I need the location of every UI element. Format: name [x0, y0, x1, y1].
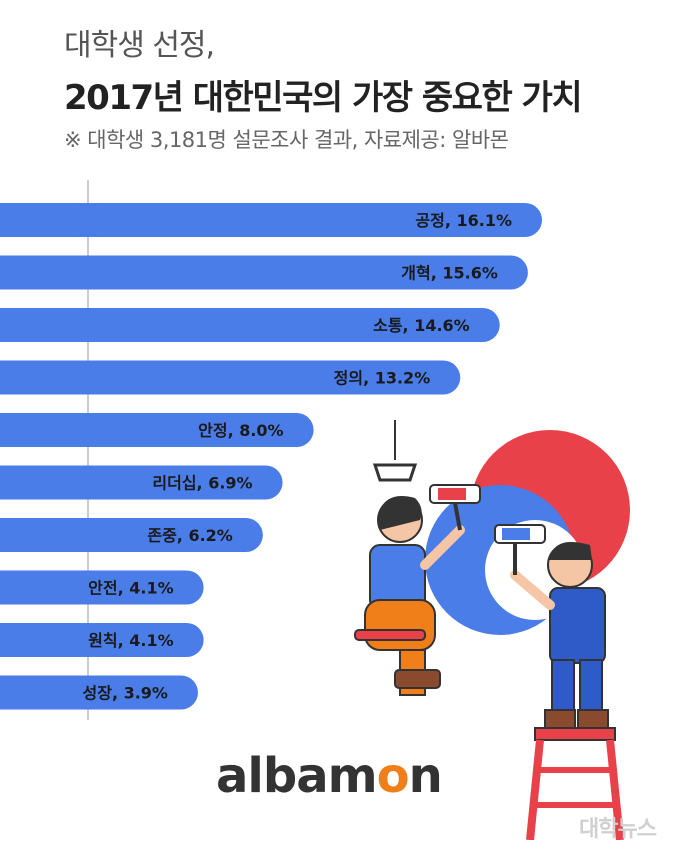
bar-label-4: 안정, 8.0%	[198, 421, 283, 440]
bar-8	[0, 623, 204, 657]
bar-left-edge-6	[0, 518, 34, 552]
bar-0	[0, 203, 543, 237]
bar-label-2: 소통, 14.6%	[373, 316, 470, 335]
title-line1: 대학생 선정,	[64, 28, 215, 63]
bar-left-edge-3	[0, 360, 34, 395]
bar-label-8: 원칙, 4.1%	[88, 631, 173, 650]
watermark: 대학뉴스	[579, 817, 657, 842]
bar-9	[0, 675, 198, 710]
bar-left-edge-4	[0, 413, 34, 447]
bar-label-5: 리더십, 6.9%	[152, 474, 252, 493]
bar-label-3: 정의, 13.2%	[334, 369, 431, 388]
bar-label-6: 존중, 6.2%	[147, 526, 232, 545]
bar-label-1: 개혁, 15.6%	[401, 264, 498, 283]
bar-label-0: 공정, 16.1%	[415, 211, 512, 230]
painter-man-icon	[494, 524, 609, 729]
bar-left-edge-2	[0, 308, 34, 342]
bar-3	[0, 360, 461, 395]
ladder-icon	[526, 727, 624, 840]
paint-roller-icon	[429, 484, 481, 531]
albamon-logo: albamon	[216, 748, 443, 804]
bar-left-edge-8	[0, 623, 34, 657]
bar-7	[0, 570, 204, 605]
bar-left-edge-0	[0, 203, 34, 237]
painter-woman-icon	[354, 496, 465, 696]
bar-5	[0, 465, 283, 500]
bar-4	[0, 413, 314, 447]
bar-left-edge-7	[0, 570, 34, 605]
bar-label-9: 성장, 3.9%	[83, 684, 168, 703]
bar-6	[0, 518, 263, 552]
bar-left-edge-9	[0, 675, 34, 710]
bar-1	[0, 255, 528, 290]
page-title: 2017년 대한민국의 가장 중요한 가치	[64, 78, 583, 118]
bar-label-7: 안전, 4.1%	[88, 579, 173, 598]
bar-left-edge-5	[0, 465, 34, 500]
subtitle: ※ 대학생 3,181명 설문조사 결과, 자료제공: 알바몬	[64, 128, 509, 152]
bar-left-edge-1	[0, 255, 34, 290]
bar-2	[0, 308, 500, 342]
bar-chart: 공정, 16.1% 개혁, 15.6% 소통, 14.6% 정의, 13.2% 안정, …	[0, 180, 543, 720]
painters-illustration	[354, 420, 630, 840]
